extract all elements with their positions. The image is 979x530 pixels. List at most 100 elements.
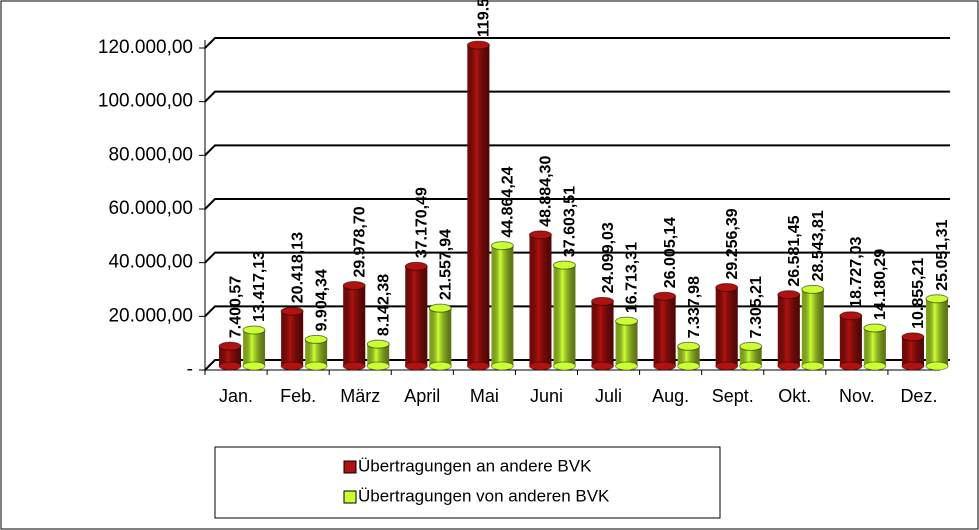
- bar-base: [739, 361, 763, 371]
- bar-shade: [925, 298, 948, 366]
- x-tick-label: Juli: [595, 386, 622, 406]
- value-label: 119.596,13: [476, 0, 493, 37]
- value-label: 26.581,45: [786, 215, 803, 286]
- x-tick-label: Feb.: [280, 386, 316, 406]
- bar-base: [925, 361, 949, 371]
- x-tick-label: Sept.: [712, 386, 754, 406]
- bar-top: [863, 323, 887, 333]
- grid-line: [204, 305, 950, 318]
- bar-base: [591, 361, 615, 371]
- bar-shade: [839, 315, 862, 366]
- value-label: 48.884,30: [538, 156, 555, 227]
- value-label: 37.603,51: [562, 186, 579, 257]
- value-label: 8.142,38: [375, 274, 392, 336]
- bar-top: [466, 40, 490, 50]
- y-tick-label: 60.000,00: [108, 198, 193, 219]
- bar-shade: [777, 294, 800, 366]
- bar-base: [304, 361, 328, 371]
- x-tick-label: Aug.: [652, 386, 689, 406]
- value-label: 29.256,39: [724, 208, 741, 279]
- grid-line: [204, 90, 950, 103]
- bar-base: [280, 361, 304, 371]
- bar-shade: [591, 301, 614, 366]
- bar-base: [777, 361, 801, 371]
- bar-shade: [305, 339, 328, 366]
- bar-top: [591, 296, 615, 306]
- x-tick-label: Jan.: [219, 386, 253, 406]
- grid-line: [204, 37, 950, 49]
- value-label: 44.864,24: [500, 166, 517, 237]
- value-label: 13.417,13: [251, 251, 268, 322]
- value-label: 37.170,49: [414, 187, 431, 258]
- value-label: 9.904,34: [313, 269, 330, 331]
- grid-line: [204, 251, 950, 264]
- x-tick-label: April: [404, 386, 440, 406]
- grid-line: [204, 198, 950, 210]
- bar-base: [677, 361, 701, 371]
- legend-label: Übertragungen von anderen BVK: [358, 486, 610, 505]
- value-label: 16.713,31: [624, 242, 641, 313]
- value-label: 28.543,81: [810, 210, 827, 281]
- bar-shade: [901, 336, 924, 366]
- value-label: 20.418,13: [289, 232, 306, 303]
- y-tick-label: 40.000,00: [108, 252, 193, 273]
- value-label: 7.305,21: [748, 276, 765, 338]
- bar-top: [801, 284, 825, 294]
- bar-shade: [343, 285, 366, 366]
- bar-top: [404, 261, 428, 271]
- bar-top: [552, 260, 576, 270]
- bar-shade: [653, 296, 676, 366]
- bar-base: [428, 361, 452, 371]
- x-tick-label: Juni: [530, 386, 563, 406]
- y-tick-label: -: [187, 359, 193, 380]
- bar-base: [342, 361, 366, 371]
- value-label: 26.005,14: [662, 217, 679, 288]
- x-tick-label: Mai: [470, 386, 499, 406]
- bar-top: [677, 341, 701, 351]
- x-tick-label: Dez.: [900, 386, 937, 406]
- bar-shade: [405, 266, 428, 366]
- bar-top: [615, 316, 639, 326]
- bar-shade: [491, 245, 514, 366]
- y-tick-label: 80.000,00: [108, 144, 193, 165]
- bar-shade: [615, 321, 638, 366]
- bar-shade: [715, 287, 738, 366]
- x-tick-label: Okt.: [778, 386, 811, 406]
- bar-top: [925, 294, 949, 304]
- bar-base: [715, 361, 739, 371]
- bar-top: [653, 291, 677, 301]
- x-tick-label: März: [340, 386, 380, 406]
- value-label: 29.978,70: [351, 206, 368, 277]
- bar-top: [715, 282, 739, 292]
- bar-top: [428, 303, 452, 313]
- bar-base: [242, 361, 266, 371]
- value-label: 14.180,29: [872, 249, 889, 320]
- bar-base: [801, 361, 825, 371]
- bar-base: [653, 361, 677, 371]
- bar-top: [366, 339, 390, 349]
- bar-base: [466, 361, 490, 371]
- bar-base: [404, 361, 428, 371]
- bar-top: [280, 306, 304, 316]
- bar-base: [528, 361, 552, 371]
- bar-shade: [367, 344, 390, 366]
- bar-shade: [219, 346, 242, 366]
- bar-top: [342, 281, 366, 291]
- value-label: 18.727,03: [848, 236, 865, 307]
- bar-base: [615, 361, 639, 371]
- bar-shade: [467, 45, 490, 367]
- bar-shade: [553, 265, 576, 366]
- bar-shade: [677, 346, 700, 366]
- value-label: 7.337,98: [686, 276, 703, 338]
- bar-top: [739, 341, 763, 351]
- legend-label: Übertragungen an andere BVK: [358, 456, 592, 475]
- bar-base: [366, 361, 390, 371]
- bar-top: [777, 290, 801, 300]
- bar-shade: [863, 327, 886, 366]
- bar-shade: [739, 346, 762, 366]
- bar-base: [839, 361, 863, 371]
- legend-swatch: [343, 490, 357, 504]
- bar-base: [552, 361, 576, 371]
